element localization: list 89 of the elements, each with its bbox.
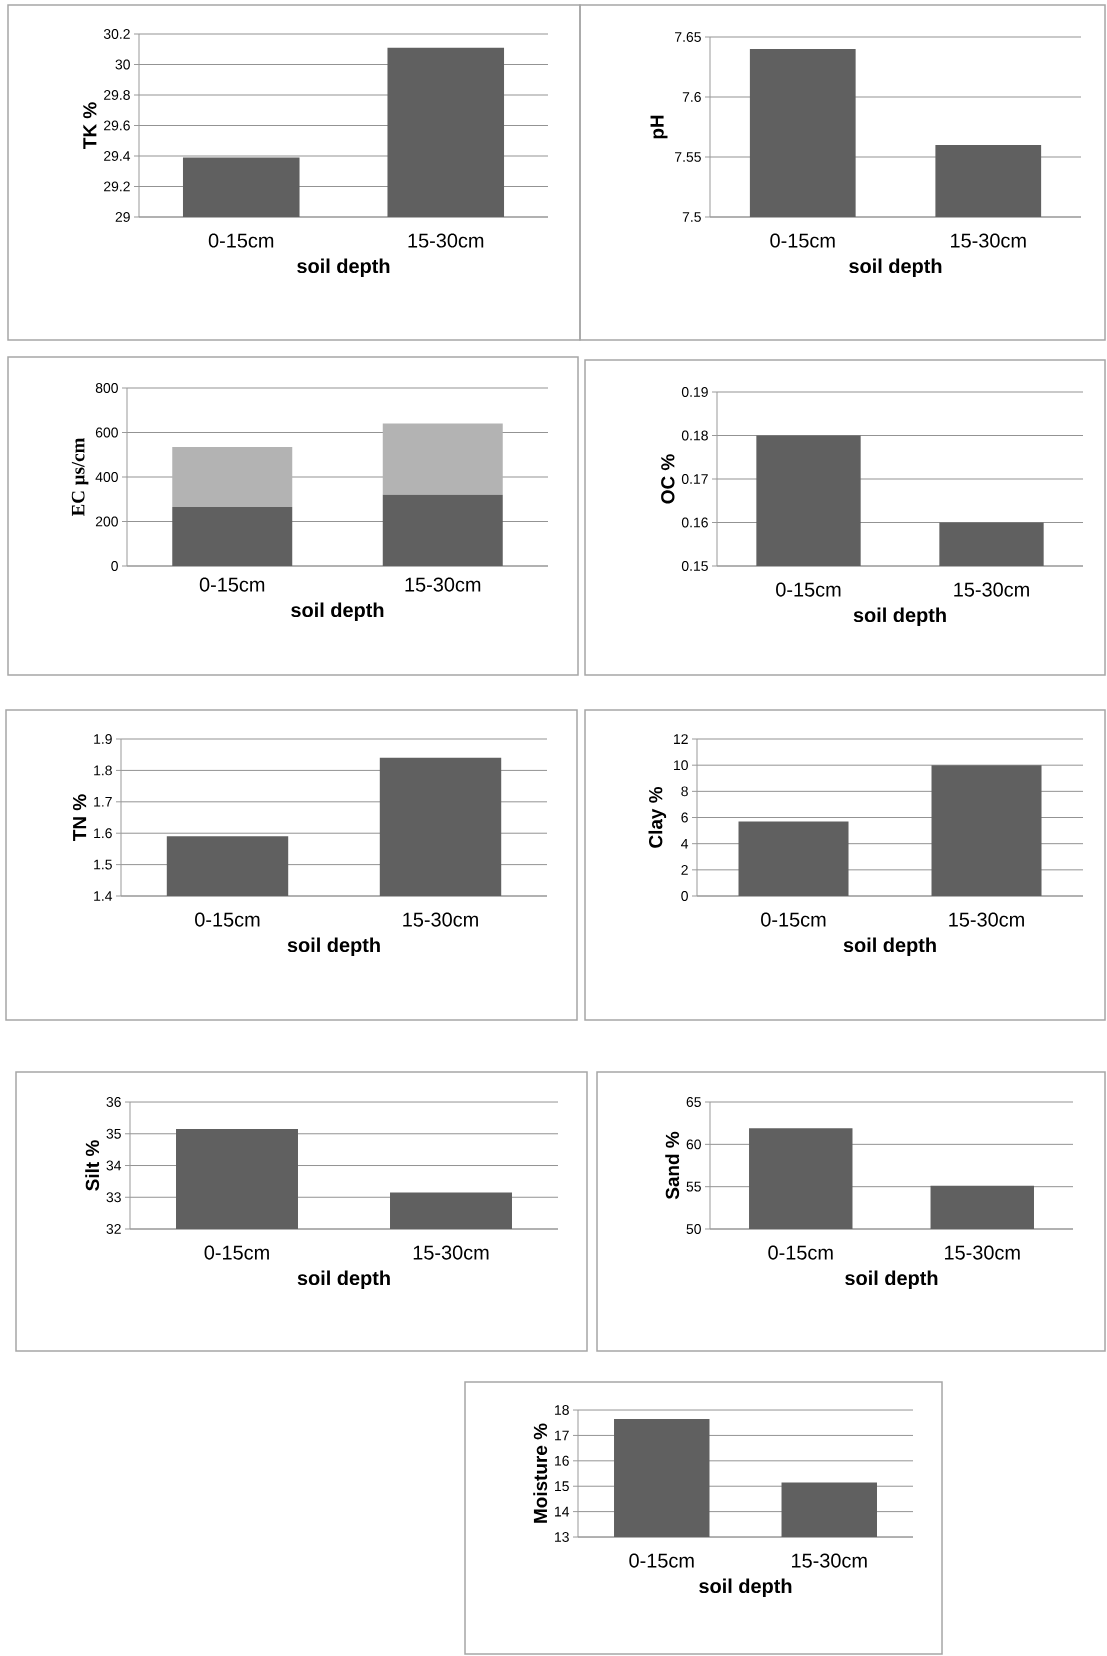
y-tick-label: 0.15 xyxy=(681,561,708,571)
y-tick-label: 30.2 xyxy=(103,29,130,39)
y-tick-label: 13 xyxy=(555,1532,569,1542)
y-tick-label: 4 xyxy=(681,838,689,849)
bar xyxy=(172,446,293,508)
x-tick-label: 0-15cm xyxy=(204,1245,269,1260)
y-tick-label: 0.17 xyxy=(681,474,708,484)
x-tick-label: 15-30cm xyxy=(951,233,1026,248)
y-tick-label: 29.6 xyxy=(104,120,130,131)
y-tick-label: 29.2 xyxy=(104,181,130,192)
y-tick-label: 6 xyxy=(681,812,688,823)
y-tick-label: 29 xyxy=(115,212,130,222)
x-tick-label: 15-30cm xyxy=(945,1245,1020,1260)
x-axis-title: soil depth xyxy=(853,607,946,627)
y-axis-title: TK % xyxy=(83,102,97,149)
y-tick-label: 36 xyxy=(106,1097,121,1107)
x-axis-title: soil depth xyxy=(699,1578,792,1598)
x-tick-label: 15-30cm xyxy=(403,912,478,927)
y-tick-label: 7.6 xyxy=(682,92,701,102)
y-tick-label: 1.9 xyxy=(94,734,112,744)
x-tick-label: 0-15cm xyxy=(208,233,274,248)
y-tick-label: 65 xyxy=(686,1097,701,1107)
x-tick-label: 15-30cm xyxy=(949,912,1024,927)
y-tick-label: 200 xyxy=(95,516,118,527)
y-tick-label: 15 xyxy=(555,1481,569,1492)
x-axis-title: soil depth xyxy=(297,258,390,278)
x-tick-label: 0-15cm xyxy=(199,577,265,592)
y-tick-label: 400 xyxy=(95,472,118,482)
y-tick-label: 10 xyxy=(674,760,688,771)
x-tick-label: 15-30cm xyxy=(792,1553,867,1568)
x-tick-label: 0-15cm xyxy=(770,233,835,248)
x-tick-label: 0-15cm xyxy=(195,912,260,927)
y-tick-label: 0.16 xyxy=(681,517,708,528)
x-axis-title: soil depth xyxy=(843,937,936,957)
y-tick-label: 8 xyxy=(681,786,688,797)
y-tick-label: 32 xyxy=(106,1224,121,1234)
x-axis-title: soil depth xyxy=(287,937,380,957)
bar xyxy=(382,423,503,495)
x-axis-title: soil depth xyxy=(297,1270,390,1290)
y-tick-label: 17 xyxy=(555,1430,569,1441)
y-tick-label: 50 xyxy=(686,1224,701,1234)
y-tick-label: 29.4 xyxy=(104,151,131,161)
x-tick-label: 0-15cm xyxy=(768,1245,833,1260)
y-axis-title: EC µs/cm xyxy=(71,438,89,517)
y-axis-title: pH xyxy=(650,115,668,139)
y-tick-label: 1.4 xyxy=(94,891,113,901)
y-tick-label: 16 xyxy=(555,1455,569,1466)
y-tick-label: 33 xyxy=(106,1192,121,1203)
y-axis-title: TN % xyxy=(72,794,87,841)
x-axis-title: soil depth xyxy=(849,258,942,278)
y-tick-label: 0.18 xyxy=(681,430,708,441)
y-tick-label: 800 xyxy=(95,383,118,393)
y-axis-title: Silt % xyxy=(85,1140,100,1191)
x-axis-title: soil depth xyxy=(291,602,384,622)
y-tick-label: 60 xyxy=(686,1139,701,1150)
y-axis-title: Sand % xyxy=(665,1131,680,1200)
x-tick-label: 15-30cm xyxy=(413,1245,489,1260)
y-tick-label: 7.65 xyxy=(675,32,701,42)
y-tick-label: 18 xyxy=(555,1405,569,1415)
y-axis-title: Clay % xyxy=(648,787,667,848)
y-tick-label: 7.55 xyxy=(675,152,701,162)
bar xyxy=(172,507,293,567)
y-tick-label: 30 xyxy=(115,59,130,70)
y-tick-label: 1.6 xyxy=(94,828,112,839)
y-axis-title: OC % xyxy=(661,454,675,504)
y-tick-label: 1.5 xyxy=(94,859,112,870)
y-tick-label: 0.19 xyxy=(681,387,708,397)
y-tick-label: 0 xyxy=(681,891,688,901)
y-tick-label: 7.5 xyxy=(682,212,701,222)
bar xyxy=(382,494,503,567)
x-tick-label: 0-15cm xyxy=(776,582,841,597)
y-tick-label: 12 xyxy=(674,734,688,744)
y-axis-title: Moisture % xyxy=(533,1423,548,1523)
y-tick-label: 1.7 xyxy=(94,797,112,807)
y-tick-label: 55 xyxy=(686,1181,701,1192)
x-tick-label: 0-15cm xyxy=(761,912,826,927)
y-tick-label: 0 xyxy=(111,561,118,571)
x-tick-label: 0-15cm xyxy=(629,1553,694,1568)
y-tick-label: 35 xyxy=(106,1128,121,1139)
y-tick-label: 34 xyxy=(106,1160,122,1171)
y-tick-label: 2 xyxy=(681,864,688,875)
x-tick-label: 15-30cm xyxy=(954,582,1029,597)
y-tick-label: 14 xyxy=(555,1506,570,1517)
x-tick-label: 15-30cm xyxy=(405,577,481,592)
x-axis-title: soil depth xyxy=(845,1270,938,1290)
y-tick-label: 600 xyxy=(95,427,118,438)
y-tick-label: 1.8 xyxy=(94,765,112,776)
x-tick-label: 15-30cm xyxy=(408,233,484,248)
y-tick-label: 29.8 xyxy=(104,90,130,100)
